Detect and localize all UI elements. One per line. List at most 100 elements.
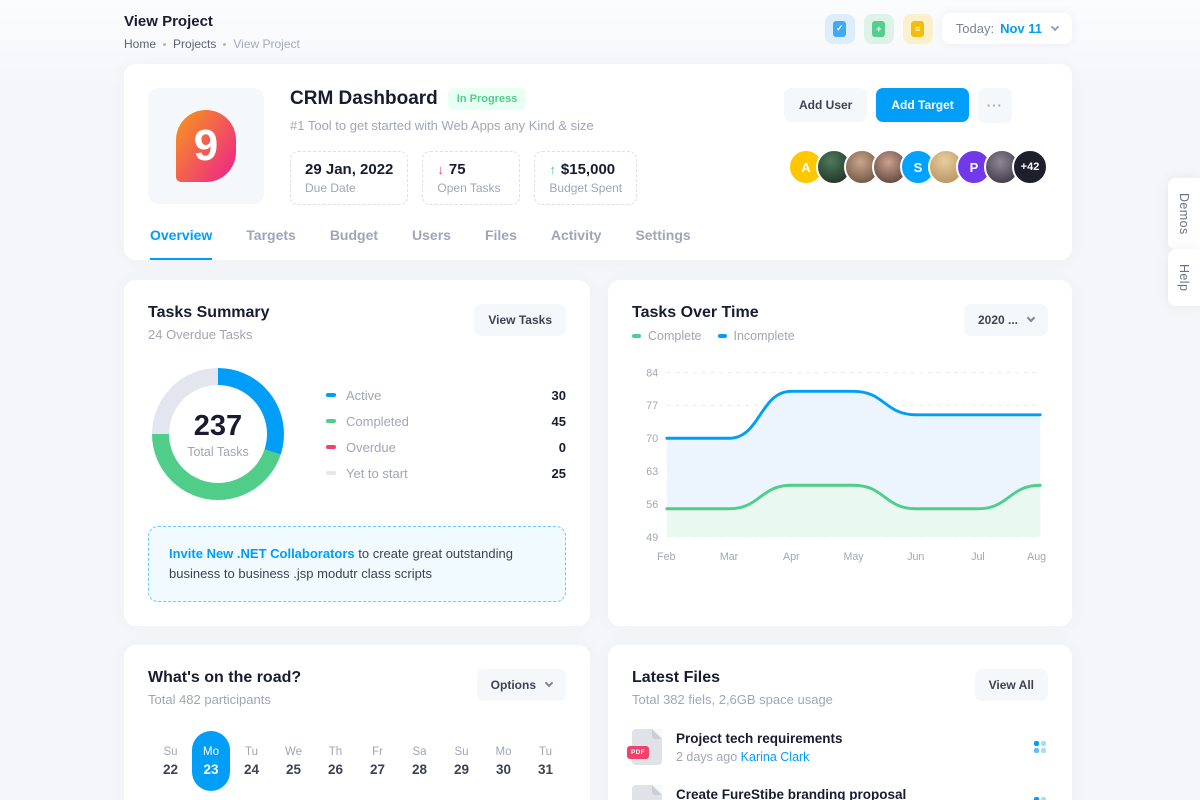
options-dropdown[interactable]: Options	[476, 669, 566, 702]
calendar-day[interactable]: Su 22	[150, 731, 191, 791]
day-of-week: Su	[163, 745, 178, 758]
day-of-week: Mo	[203, 745, 219, 758]
breadcrumb-current: View Project	[233, 37, 300, 51]
svg-text:63: 63	[646, 466, 658, 478]
chart-area: 84 77 70 63 56 49 Feb Mar Apr May Jun Jul Aug	[632, 357, 1048, 566]
day-date: 27	[369, 761, 386, 777]
breadcrumb-separator	[223, 42, 227, 46]
tasks-over-time-title: Tasks Over Time	[632, 304, 759, 321]
day-of-week: We	[284, 745, 303, 758]
add-target-button[interactable]: Add Target	[876, 88, 969, 122]
calendar-day[interactable]: Su 29	[441, 731, 482, 791]
calendar-day[interactable]: Mo 30	[483, 731, 524, 791]
calendar-day[interactable]: Th 26	[315, 731, 356, 791]
chart-legend: Complete Incomplete	[632, 329, 795, 343]
road-card: What's on the road? Total 482 participan…	[124, 645, 590, 800]
notes-file-button[interactable]: ≡	[902, 13, 933, 44]
legend-value: 25	[551, 465, 566, 481]
add-file-button[interactable]: +	[863, 13, 894, 44]
stat-open-tasks: ↓ 75 Open Tasks	[422, 151, 521, 205]
pdf-file-icon: PDF	[627, 729, 662, 766]
stat-due-date: 29 Jan, 2022 Due Date	[290, 151, 409, 205]
file-menu-icon[interactable]	[1034, 797, 1048, 800]
day-date: 26	[327, 761, 344, 777]
file-meta-text: 2 days ago	[676, 749, 738, 764]
stat-value: 75	[448, 161, 466, 178]
file-row: DOC Create FureStibe branding proposal D…	[632, 785, 1048, 800]
date-selector[interactable]: Today: Nov 11	[941, 13, 1072, 44]
tasks-summary-subtitle: 24 Overdue Tasks	[148, 327, 253, 342]
total-tasks-value: 237	[193, 409, 243, 442]
tasks-over-time-chart: 84 77 70 63 56 49 Feb Mar Apr May Jun Jul Aug	[646, 367, 1046, 563]
topbar: View Project Home Projects View Project …	[124, 0, 1072, 64]
notes-file-icon: ≡	[911, 20, 925, 37]
tab-budget[interactable]: Budget	[329, 227, 379, 243]
avatar[interactable]	[816, 149, 852, 185]
page-title: View Project	[124, 13, 213, 30]
doc-file-icon: DOC	[632, 785, 662, 800]
year-dropdown[interactable]: 2020 ...	[963, 304, 1048, 336]
tasks-donut: 237 Total Tasks	[152, 368, 284, 500]
day-of-week: Fr	[372, 745, 383, 758]
tab-targets[interactable]: Targets	[246, 227, 296, 243]
tab-files[interactable]: Files	[484, 227, 517, 243]
year-dropdown-value: 2020 ...	[977, 313, 1018, 327]
help-side-tab[interactable]: Help	[1168, 249, 1200, 307]
donut-center: 237 Total Tasks	[169, 385, 267, 483]
chevron-down-icon	[1050, 22, 1060, 31]
legend-complete: Complete	[632, 329, 702, 343]
project-description: #1 Tool to get started with Web Apps any…	[290, 118, 594, 133]
legend-label: Incomplete	[733, 329, 795, 343]
topbar-actions: ✓ + ≡ Today: Nov 11	[824, 13, 1072, 44]
day-of-week: Tu	[539, 745, 552, 758]
file-row: PDF Project tech requirements 2 days ago…	[627, 729, 1048, 766]
project-tabs: Overview Targets Budget Users Files Acti…	[148, 221, 1048, 260]
file-name-link[interactable]: Create FureStibe branding proposal	[676, 786, 907, 800]
legend-value: 0	[558, 439, 566, 455]
svg-text:Feb: Feb	[657, 551, 675, 563]
calendar-day[interactable]: We 25	[273, 731, 314, 791]
file-menu-icon[interactable]	[1034, 741, 1048, 754]
day-date: 25	[285, 761, 302, 777]
invite-notice: Invite New .NET Collaborators to create …	[148, 526, 566, 603]
svg-text:May: May	[844, 551, 865, 563]
trend-up-icon: ↑	[549, 162, 556, 177]
calendar-day[interactable]: Fr 27	[357, 731, 398, 791]
trend-down-icon: ↓	[437, 162, 444, 177]
tab-settings[interactable]: Settings	[635, 227, 691, 243]
breadcrumb-projects[interactable]: Projects	[173, 37, 217, 51]
add-file-icon: +	[872, 20, 886, 37]
tasks-file-button[interactable]: ✓	[824, 13, 855, 44]
options-dropdown-value: Options	[490, 678, 536, 693]
avatar-more-count[interactable]: +42	[1012, 149, 1048, 185]
avatar-strip: A S P +42	[788, 149, 1048, 185]
stat-label: Open Tasks	[437, 181, 501, 195]
calendar-day-selected[interactable]: Mo 23	[192, 731, 230, 792]
legend-row-yet-to-start: Yet to start 25	[326, 466, 566, 481]
calendar-day[interactable]: Sa 28	[399, 731, 440, 791]
day-date: 31	[537, 761, 554, 777]
tasks-summary-title: Tasks Summary	[148, 304, 270, 321]
demos-side-tab[interactable]: Demos	[1168, 178, 1200, 250]
file-name-link[interactable]: Project tech requirements	[676, 730, 843, 746]
more-options-button[interactable]: ···	[977, 88, 1012, 123]
calendar-day[interactable]: Tu 31	[525, 731, 566, 791]
legend-value: 45	[551, 413, 566, 429]
view-all-button[interactable]: View All	[974, 669, 1048, 702]
chevron-down-icon	[1026, 313, 1036, 323]
status-badge: In Progress	[447, 88, 527, 110]
calendar-day[interactable]: Tu 24	[231, 731, 272, 791]
invite-collaborators-link[interactable]: Invite New .NET Collaborators	[169, 546, 355, 561]
legend-row-completed: Completed 45	[326, 414, 566, 429]
file-owner-link[interactable]: Karina Clark	[740, 749, 810, 764]
add-user-button[interactable]: Add User	[784, 88, 868, 122]
svg-text:49: 49	[646, 532, 658, 544]
breadcrumb-home[interactable]: Home	[124, 37, 157, 51]
day-of-week: Sa	[412, 745, 427, 758]
tab-activity[interactable]: Activity	[550, 227, 602, 243]
view-tasks-button[interactable]: View Tasks	[474, 304, 566, 336]
tab-users[interactable]: Users	[412, 227, 451, 243]
tab-overview[interactable]: Overview	[150, 221, 213, 260]
legend-row-overdue: Overdue 0	[326, 440, 566, 455]
latest-files-title: Latest Files	[632, 669, 721, 687]
